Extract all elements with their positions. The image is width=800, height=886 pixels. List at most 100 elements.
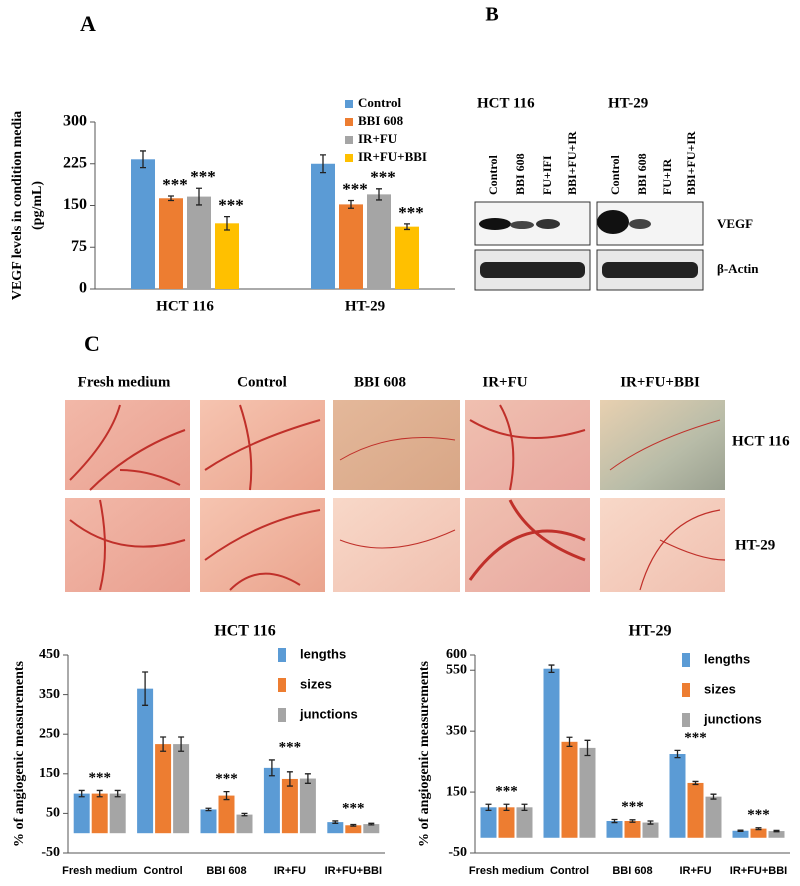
panel-label: A bbox=[80, 11, 96, 36]
chart-title: HT-29 bbox=[629, 623, 672, 640]
error-bar bbox=[178, 736, 185, 752]
error-bar bbox=[674, 749, 681, 759]
significance: *** bbox=[398, 203, 424, 222]
legend-label: IR+FU+BBI bbox=[358, 149, 427, 164]
bar bbox=[91, 793, 108, 834]
legend-swatch bbox=[682, 653, 690, 667]
x-tick-label: BBI 608 bbox=[206, 865, 246, 877]
significance: *** bbox=[342, 179, 368, 198]
y-axis-label: VEGF levels in condition media bbox=[10, 111, 25, 300]
error-bar bbox=[332, 820, 339, 824]
bar bbox=[236, 814, 253, 834]
error-bar bbox=[140, 150, 146, 169]
legend-label: sizes bbox=[300, 676, 332, 691]
error-bar bbox=[611, 818, 618, 824]
legend-swatch bbox=[345, 136, 353, 144]
bar bbox=[155, 744, 172, 834]
bar bbox=[327, 822, 344, 834]
column-label: Fresh medium bbox=[78, 374, 171, 390]
error-bar bbox=[548, 664, 555, 674]
x-tick-label: Fresh medium bbox=[62, 865, 137, 877]
error-bar bbox=[368, 822, 375, 826]
bar bbox=[687, 782, 704, 838]
panel-label: B bbox=[485, 4, 498, 26]
significance: *** bbox=[747, 807, 770, 823]
bar bbox=[579, 747, 596, 838]
bar bbox=[750, 828, 767, 838]
error-bar bbox=[268, 759, 275, 777]
bar bbox=[339, 204, 363, 289]
bar bbox=[187, 196, 211, 289]
significance: *** bbox=[495, 784, 518, 800]
error-bar bbox=[584, 739, 591, 757]
y-tick-label: 250 bbox=[39, 726, 60, 741]
bar bbox=[73, 793, 90, 834]
legend-swatch bbox=[345, 118, 353, 126]
error-bar bbox=[773, 829, 780, 833]
bar bbox=[669, 754, 686, 838]
error-bar bbox=[168, 195, 174, 202]
error-bar bbox=[160, 736, 167, 752]
bar bbox=[624, 821, 641, 838]
bar bbox=[516, 807, 533, 838]
x-tick-label: IR+FU bbox=[679, 865, 711, 877]
error-bar bbox=[114, 789, 121, 798]
bar bbox=[215, 223, 239, 289]
band-label: VEGF bbox=[717, 216, 753, 231]
legend-swatch bbox=[278, 648, 286, 662]
bar bbox=[200, 809, 217, 834]
y-tick-label: 150 bbox=[446, 784, 467, 799]
blot-group-label: HT-29 bbox=[608, 95, 648, 111]
y-tick-label: 450 bbox=[39, 647, 60, 662]
x-tick-label: Control bbox=[144, 865, 183, 877]
x-tick-label: Fresh medium bbox=[469, 865, 544, 877]
bar bbox=[218, 795, 235, 834]
y-tick-label: 300 bbox=[63, 113, 87, 130]
error-bar bbox=[566, 736, 573, 748]
column-label: Control bbox=[237, 374, 287, 390]
legend-swatch bbox=[345, 154, 353, 162]
column-label: BBI 608 bbox=[354, 374, 406, 390]
row-label: HCT 116 bbox=[732, 433, 790, 449]
bar bbox=[395, 226, 419, 289]
column-label: IR+FU bbox=[482, 374, 527, 390]
legend-label: lengths bbox=[300, 646, 346, 661]
y-tick-label: 350 bbox=[446, 723, 467, 738]
y-tick-label: 0 bbox=[79, 280, 87, 297]
bar bbox=[173, 744, 190, 834]
bar bbox=[345, 825, 362, 834]
legend-label: sizes bbox=[704, 681, 736, 696]
lane-label: FU+IR bbox=[660, 158, 674, 195]
error-bar bbox=[224, 215, 230, 231]
bar bbox=[137, 688, 154, 834]
y-tick-label: 600 bbox=[446, 647, 467, 662]
bar bbox=[131, 159, 155, 289]
lane-label: FU+IFI bbox=[540, 155, 554, 195]
error-bar bbox=[629, 819, 636, 823]
blot bbox=[474, 201, 704, 291]
bar bbox=[705, 796, 722, 838]
lane-label: Control bbox=[608, 155, 622, 195]
x-tick-label: HT-29 bbox=[345, 298, 385, 314]
y-tick-label: 150 bbox=[39, 766, 60, 781]
error-bar bbox=[205, 807, 212, 812]
error-bar bbox=[286, 771, 293, 787]
lane-label: BBI+FU+IR bbox=[684, 131, 698, 195]
legend-swatch bbox=[278, 708, 286, 722]
x-tick-label: IR+FU bbox=[274, 865, 306, 877]
y-tick-label: 350 bbox=[39, 687, 60, 702]
bar bbox=[263, 767, 280, 834]
bar bbox=[311, 163, 335, 289]
significance: *** bbox=[215, 771, 238, 787]
legend-label: Control bbox=[358, 95, 401, 110]
bar bbox=[642, 822, 659, 838]
significance: *** bbox=[370, 168, 396, 187]
error-bar bbox=[404, 223, 410, 231]
y-tick-label: 550 bbox=[446, 662, 467, 677]
error-bar bbox=[223, 790, 230, 801]
y-tick-label: 75 bbox=[71, 238, 87, 255]
error-bar bbox=[320, 154, 326, 174]
bar bbox=[480, 807, 497, 838]
error-bar bbox=[96, 789, 103, 798]
